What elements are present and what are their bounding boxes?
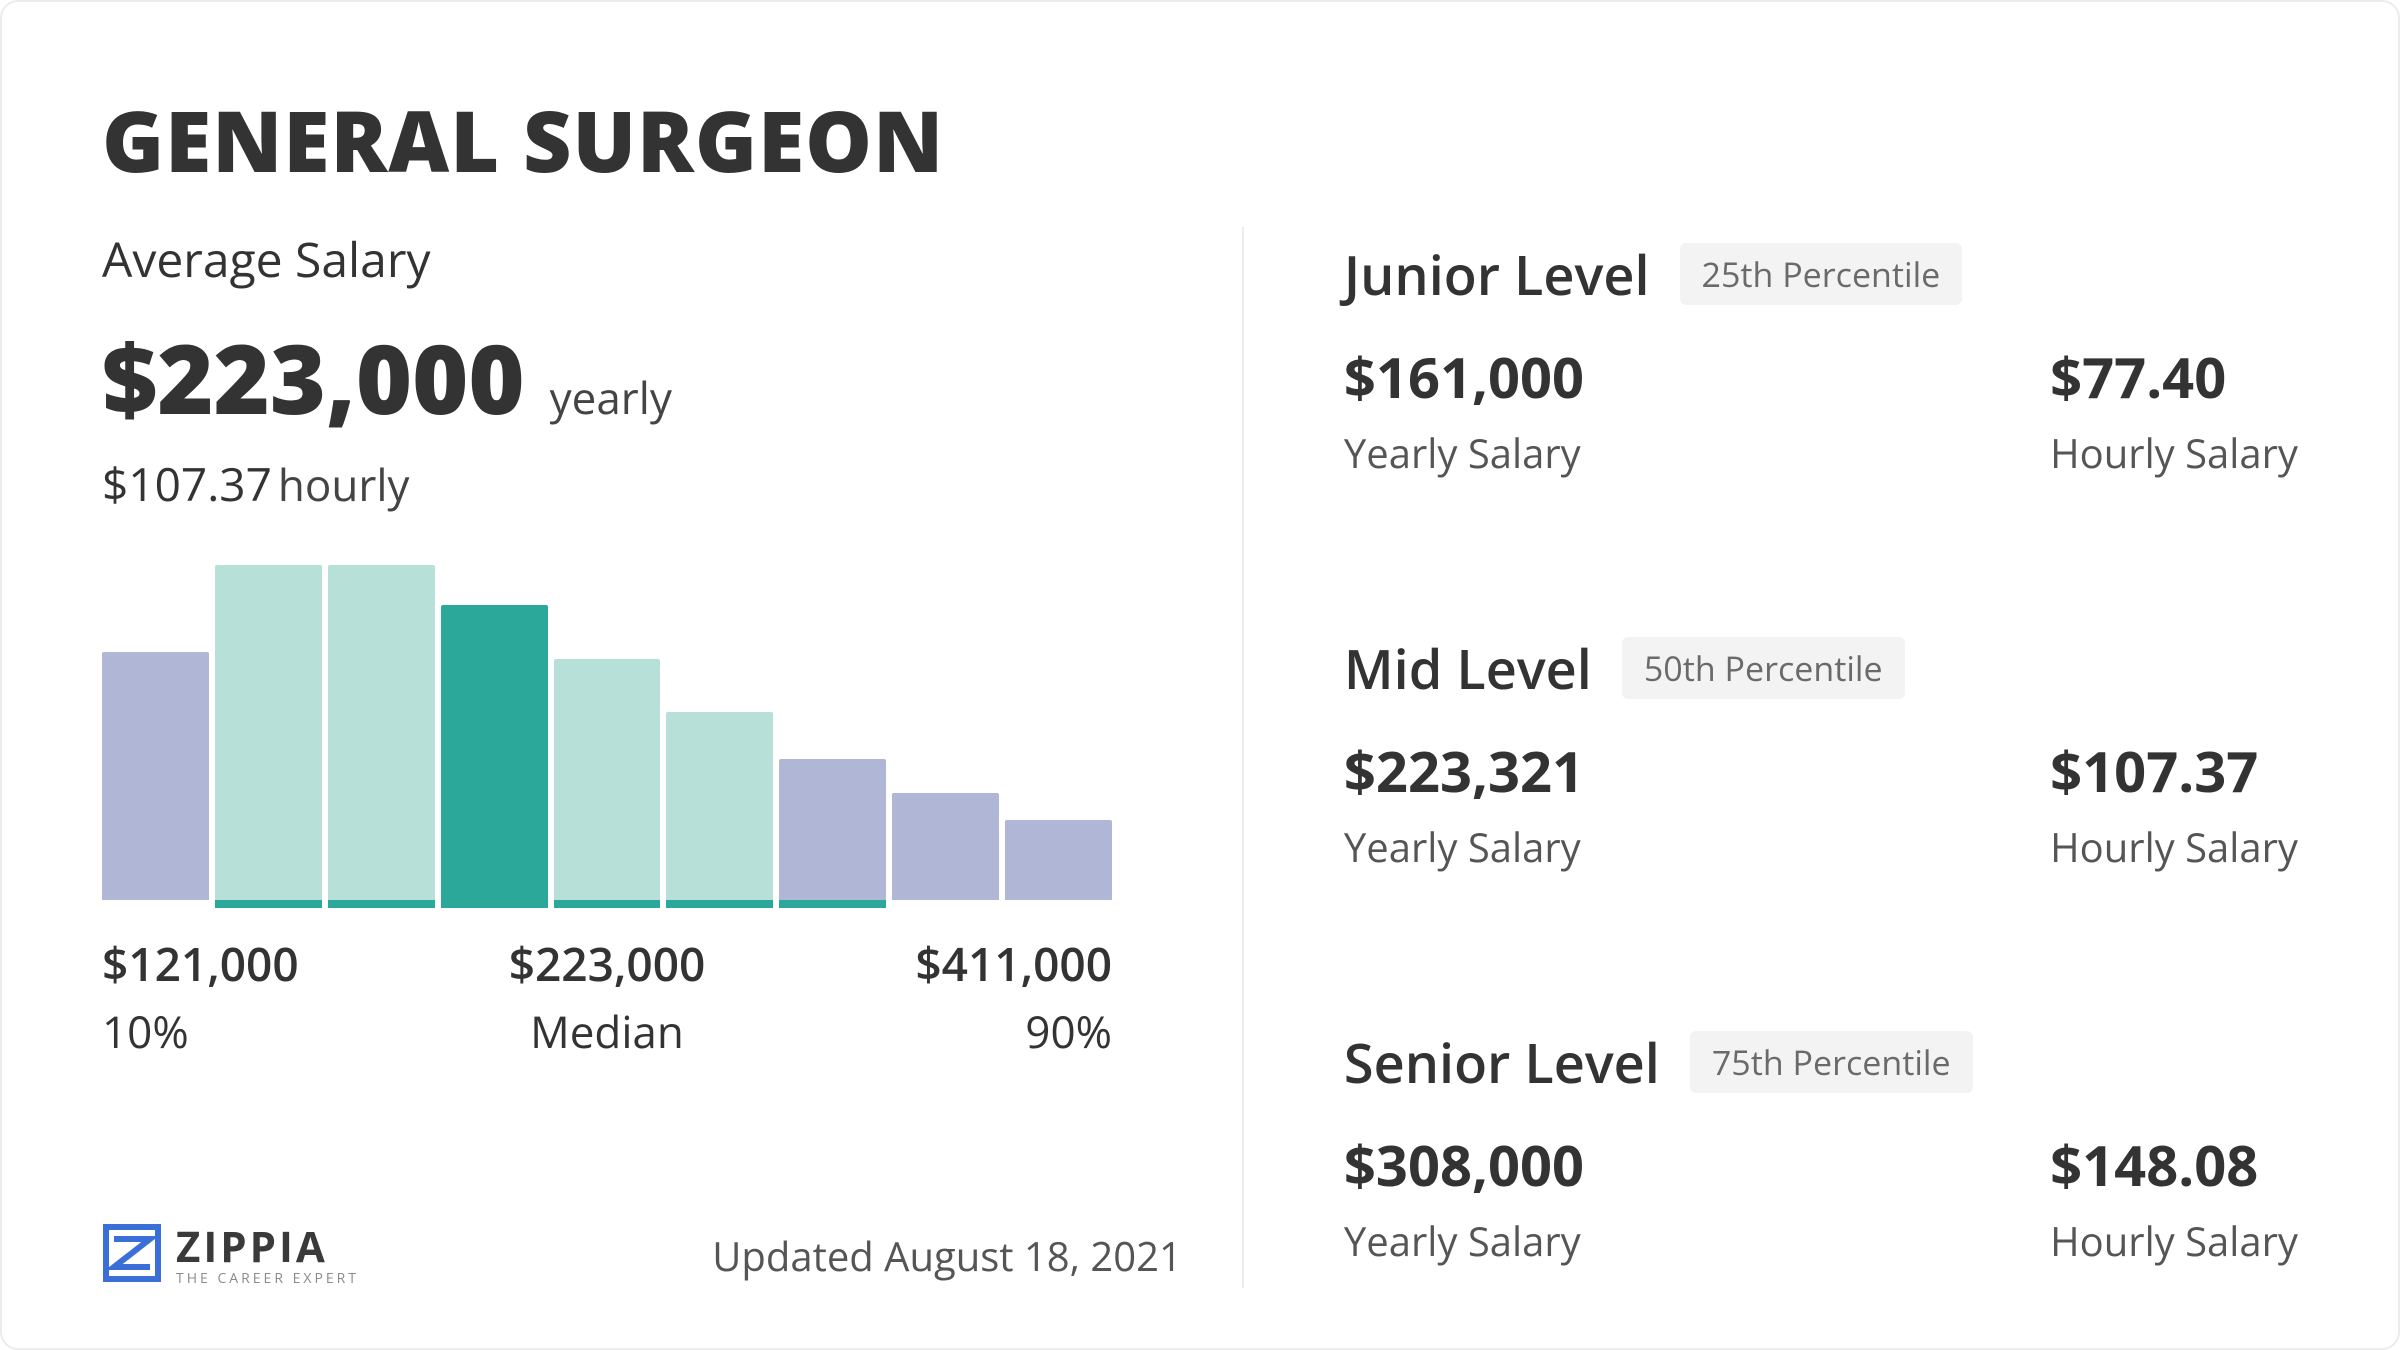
average-yearly-value: $223,000 — [102, 312, 525, 443]
salary-card: GENERAL SURGEON Average Salary $223,000 … — [0, 0, 2400, 1350]
level-block: Mid Level 50th Percentile $223,321 Yearly S… — [1344, 631, 2298, 874]
yearly-stat: $223,321 Yearly Salary — [1344, 733, 1584, 874]
axis-mid-label: Median — [509, 1001, 706, 1061]
axis-right: $411,000 90% — [915, 933, 1112, 1061]
level-header: Junior Level 25th Percentile — [1344, 237, 2298, 311]
chart-underline-seg — [102, 900, 209, 908]
axis-right-label: 90% — [915, 1001, 1112, 1061]
chart-axis: $121,000 10% $223,000 Median $411,000 90… — [102, 933, 1112, 1063]
chart-bar — [779, 759, 886, 900]
hourly-stat: $77.40 Hourly Salary — [2050, 339, 2298, 480]
hourly-value: $77.40 — [2050, 339, 2298, 415]
yearly-label: Yearly Salary — [1344, 819, 1584, 874]
chart-underline-seg — [328, 900, 435, 908]
levels-panel: Junior Level 25th Percentile $161,000 Yearl… — [1244, 227, 2298, 1288]
hourly-value: $107.37 — [2050, 733, 2298, 809]
chart-bar — [215, 565, 322, 900]
yearly-stat: $308,000 Yearly Salary — [1344, 1127, 1584, 1268]
chart-bar — [666, 712, 773, 900]
level-header: Mid Level 50th Percentile — [1344, 631, 2298, 705]
zippia-logo-icon — [102, 1223, 162, 1288]
content-row: Average Salary $223,000 yearly $107.37 h… — [102, 227, 2298, 1288]
chart-bars — [102, 565, 1112, 900]
chart-bar — [328, 565, 435, 900]
level-block: Senior Level 75th Percentile $308,000 Yearl… — [1344, 1025, 2298, 1268]
level-name: Senior Level — [1344, 1025, 1660, 1099]
percentile-badge: 75th Percentile — [1690, 1031, 1973, 1093]
yearly-value: $308,000 — [1344, 1127, 1584, 1203]
hourly-label: Hourly Salary — [2050, 819, 2298, 874]
percentile-badge: 25th Percentile — [1680, 243, 1963, 305]
left-panel: Average Salary $223,000 yearly $107.37 h… — [102, 227, 1244, 1288]
axis-left-value: $121,000 — [102, 933, 299, 995]
page-title: GENERAL SURGEON — [102, 82, 2298, 197]
axis-left-label: 10% — [102, 1001, 299, 1061]
level-header: Senior Level 75th Percentile — [1344, 1025, 2298, 1099]
chart-bar — [554, 659, 661, 900]
distribution-chart: $121,000 10% $223,000 Median $411,000 90… — [102, 565, 1112, 1063]
level-block: Junior Level 25th Percentile $161,000 Yearl… — [1344, 237, 2298, 480]
chart-underline-seg — [1005, 900, 1112, 908]
chart-underline — [102, 900, 1112, 908]
chart-underline-seg — [441, 900, 548, 908]
axis-left: $121,000 10% — [102, 933, 299, 1061]
level-stats: $223,321 Yearly Salary $107.37 Hourly Salar… — [1344, 733, 2298, 874]
axis-mid-value: $223,000 — [509, 933, 706, 995]
chart-bar — [892, 793, 999, 900]
yearly-label: Yearly Salary — [1344, 425, 1584, 480]
updated-date: Updated August 18, 2021 — [712, 1228, 1182, 1283]
chart-underline-seg — [666, 900, 773, 908]
chart-underline-seg — [215, 900, 322, 908]
average-hourly-value: $107.37 — [102, 453, 272, 515]
average-hourly-unit: hourly — [278, 454, 410, 514]
yearly-value: $161,000 — [1344, 339, 1584, 415]
chart-bar — [441, 605, 548, 900]
chart-underline-seg — [554, 900, 661, 908]
average-hourly-row: $107.37 hourly — [102, 453, 1182, 515]
percentile-badge: 50th Percentile — [1622, 637, 1905, 699]
yearly-value: $223,321 — [1344, 733, 1584, 809]
yearly-stat: $161,000 Yearly Salary — [1344, 339, 1584, 480]
chart-bar — [1005, 820, 1112, 900]
level-name: Mid Level — [1344, 631, 1592, 705]
level-stats: $161,000 Yearly Salary $77.40 Hourly Salary — [1344, 339, 2298, 480]
brand-name: ZIPPIA — [176, 1226, 359, 1268]
brand-text: ZIPPIA THE CAREER EXPERT — [176, 1226, 359, 1286]
average-yearly-unit: yearly — [550, 367, 672, 427]
hourly-label: Hourly Salary — [2050, 1213, 2298, 1268]
yearly-label: Yearly Salary — [1344, 1213, 1584, 1268]
average-salary-label: Average Salary — [102, 227, 1182, 292]
axis-right-value: $411,000 — [915, 933, 1112, 995]
axis-mid: $223,000 Median — [509, 933, 706, 1061]
footer-row: ZIPPIA THE CAREER EXPERT Updated August … — [102, 1183, 1182, 1288]
level-stats: $308,000 Yearly Salary $148.08 Hourly Salar… — [1344, 1127, 2298, 1268]
hourly-stat: $107.37 Hourly Salary — [2050, 733, 2298, 874]
hourly-label: Hourly Salary — [2050, 425, 2298, 480]
chart-bar — [102, 652, 209, 900]
level-name: Junior Level — [1344, 237, 1650, 311]
chart-underline-seg — [779, 900, 886, 908]
hourly-value: $148.08 — [2050, 1127, 2298, 1203]
brand-logo: ZIPPIA THE CAREER EXPERT — [102, 1223, 359, 1288]
hourly-stat: $148.08 Hourly Salary — [2050, 1127, 2298, 1268]
chart-underline-seg — [892, 900, 999, 908]
brand-tagline: THE CAREER EXPERT — [176, 1272, 359, 1286]
average-yearly-row: $223,000 yearly — [102, 312, 1182, 443]
